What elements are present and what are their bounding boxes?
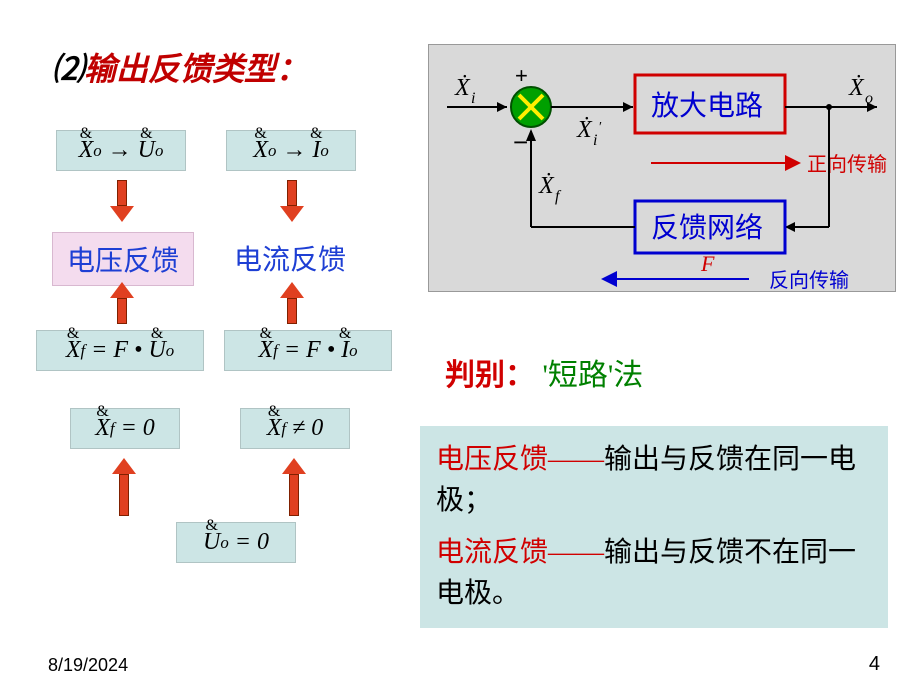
- rule-current-prefix: 电流反馈——: [436, 537, 604, 568]
- svg-text:′: ′: [599, 120, 602, 135]
- formula-xf-fuo: &Xf = F • &Uo: [36, 330, 204, 371]
- arrow-icon: [283, 180, 301, 222]
- arrow-icon: [113, 282, 131, 324]
- rule-current: 电流反馈——输出与反馈不在同一电极。: [436, 533, 872, 614]
- current-feedback-label: 电流反馈: [220, 232, 360, 284]
- input-label: Ẋ: [454, 75, 471, 101]
- svg-text:i: i: [593, 132, 597, 149]
- feedback-label: 反馈网络: [651, 212, 763, 244]
- formula-xo-io: &Xo → &Io: [226, 130, 356, 171]
- rules-box: 电压反馈——输出与反馈在同一电极； 电流反馈——输出与反馈不在同一电极。: [420, 426, 888, 628]
- svg-text:o: o: [865, 90, 873, 107]
- section-title: ⑵输出反馈类型：: [52, 44, 308, 90]
- minus-label: −: [513, 127, 528, 157]
- formula-uo-zero: &Uo = 0: [176, 522, 296, 563]
- formula-xf-fio: &Xf = F • &Io: [224, 330, 392, 371]
- title-prefix: ⑵: [52, 51, 84, 87]
- formula-xo-uo: &Xo → &Uo: [56, 130, 186, 171]
- mid-label: Ẋ: [576, 117, 593, 143]
- feedback-circuit-diagram: Ẋ i + − Ẋ i ′ 放大电路 Ẋ o 正向传输 反馈网络: [428, 44, 896, 292]
- output-label: Ẋ: [848, 75, 865, 101]
- svg-text:i: i: [471, 90, 475, 107]
- feedback-F: F: [700, 251, 715, 276]
- title-text: 输出反馈类型：: [84, 51, 308, 87]
- formula-xf-zero: &Xf = 0: [70, 408, 180, 449]
- forward-label: 正向传输: [807, 153, 887, 176]
- svg-text:f: f: [555, 188, 562, 205]
- footer-page: 4: [869, 653, 880, 676]
- judge-label: 判别：: [445, 359, 535, 392]
- rule-voltage: 电压反馈——输出与反馈在同一电极；: [436, 440, 872, 521]
- plus-label: +: [515, 63, 528, 88]
- formula-xf-nonzero: &Xf ≠ 0: [240, 408, 350, 449]
- arrow-icon: [113, 180, 131, 222]
- backward-label: 反向传输: [769, 269, 849, 292]
- arrow-icon: [285, 458, 303, 516]
- footer-date: 8/19/2024: [48, 655, 128, 676]
- judge-method: '短路'法: [543, 359, 644, 392]
- arrow-icon: [115, 458, 133, 516]
- judge-line: 判别： '短路'法: [445, 350, 643, 394]
- arrow-icon: [283, 282, 301, 324]
- circuit-svg: Ẋ i + − Ẋ i ′ 放大电路 Ẋ o 正向传输 反馈网络: [429, 45, 897, 293]
- rule-voltage-prefix: 电压反馈——: [436, 444, 604, 475]
- fb-signal-label: Ẋ: [538, 173, 555, 199]
- voltage-feedback-label: 电压反馈: [52, 232, 194, 286]
- amplifier-label: 放大电路: [651, 90, 763, 122]
